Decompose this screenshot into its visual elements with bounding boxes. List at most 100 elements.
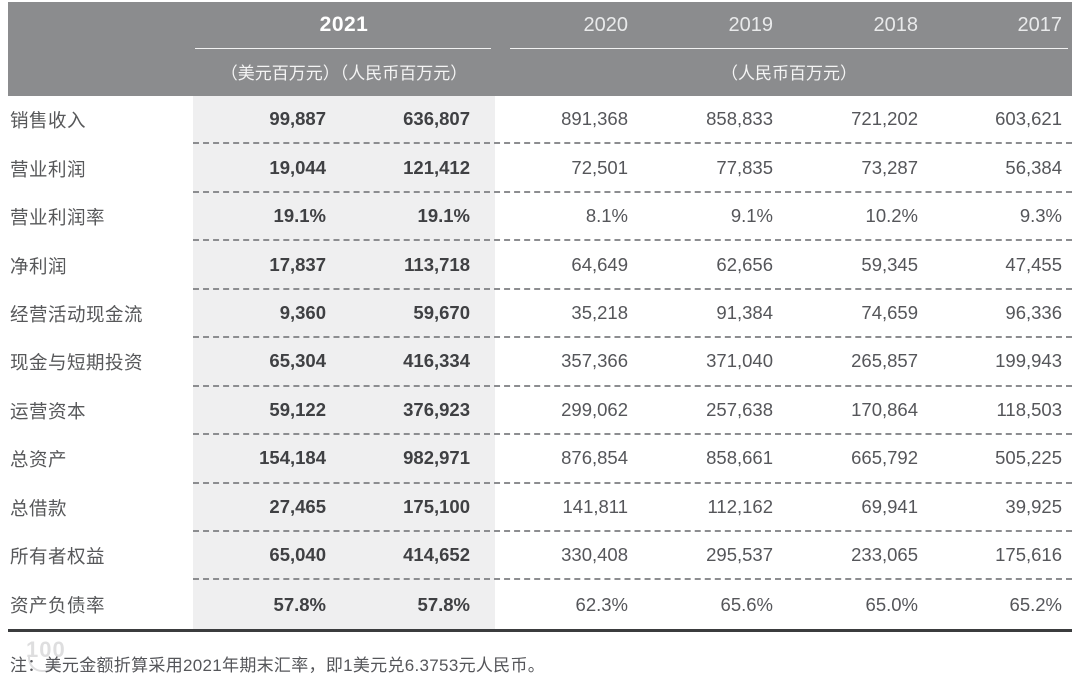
- value-2019: 77,835: [716, 156, 773, 178]
- table-row: 营业利润率 19.1% 19.1% 8.1% 9.1% 10.2% 9.3%: [8, 193, 1072, 242]
- value-2021-rmb: 982,971: [403, 447, 470, 469]
- value-2018: 170,864: [851, 398, 918, 420]
- value-2021-usd: 65,304: [269, 350, 326, 372]
- value-2020: 62.3%: [575, 593, 628, 615]
- units-label-rmb: （人民币百万元）: [721, 64, 857, 83]
- value-2017: 65.2%: [1009, 593, 1062, 615]
- value-2019: 371,040: [706, 350, 773, 372]
- header-rule-2021: [195, 48, 491, 49]
- row-values: 65,040 414,652 330,408 295,537 233,065 1…: [193, 532, 1072, 581]
- row-label: 总资产: [10, 449, 68, 471]
- value-2018: 233,065: [851, 544, 918, 566]
- value-2020: 141,811: [562, 495, 629, 517]
- value-2019: 91,384: [716, 301, 773, 323]
- column-header-2017: 2017: [1017, 14, 1063, 36]
- value-2021-usd: 154,184: [259, 447, 326, 469]
- value-2019: 9.1%: [730, 205, 773, 227]
- value-2021-usd: 17,837: [269, 253, 326, 275]
- row-values: 57.8% 57.8% 62.3% 65.6% 65.0% 65.2%: [193, 580, 1072, 628]
- value-2021-usd: 19.1%: [273, 205, 326, 227]
- value-2020: 8.1%: [585, 205, 628, 227]
- value-2020: 891,368: [561, 108, 628, 130]
- value-2021-rmb: 175,100: [403, 495, 470, 517]
- table-row: 所有者权益 65,040 414,652 330,408 295,537 233…: [8, 532, 1072, 581]
- value-2020: 330,408: [561, 544, 628, 566]
- value-2019: 257,638: [706, 398, 773, 420]
- row-label: 净利润: [10, 255, 68, 277]
- value-2018: 69,941: [861, 495, 918, 517]
- row-values: 27,465 175,100 141,811 112,162 69,941 39…: [193, 484, 1072, 532]
- value-2017: 118,503: [996, 398, 1063, 420]
- value-2017: 175,616: [995, 544, 1062, 566]
- value-2021-rmb: 636,807: [403, 108, 470, 130]
- row-label: 营业利润率: [10, 207, 106, 229]
- value-2019: 112,162: [707, 495, 774, 517]
- table-row: 资产负债率 57.8% 57.8% 62.3% 65.6% 65.0% 65.2…: [8, 580, 1072, 628]
- value-2018: 721,202: [851, 108, 918, 130]
- value-2020: 35,218: [571, 301, 628, 323]
- table-body: 销售收入 99,887 636,807 891,368 858,833 721,…: [8, 96, 1072, 632]
- table-row: 总借款 27,465 175,100 141,811 112,162 69,94…: [8, 484, 1072, 532]
- value-2018: 265,857: [851, 350, 918, 372]
- row-label: 总借款: [10, 497, 68, 519]
- value-2021-rmb: 19.1%: [417, 205, 470, 227]
- value-2019: 62,656: [716, 253, 773, 275]
- row-label: 现金与短期投资: [10, 352, 144, 374]
- column-header-2020: 2020: [583, 14, 629, 36]
- value-2017: 39,925: [1005, 495, 1062, 517]
- row-values: 19.1% 19.1% 8.1% 9.1% 10.2% 9.3%: [193, 193, 1072, 242]
- value-2017: 199,943: [995, 350, 1062, 372]
- table-row: 现金与短期投资 65,304 416,334 357,366 371,040 2…: [8, 338, 1072, 387]
- value-2018: 73,287: [861, 156, 918, 178]
- table-row: 销售收入 99,887 636,807 891,368 858,833 721,…: [8, 96, 1072, 145]
- highlight-2021-column: [193, 96, 495, 629]
- row-values: 65,304 416,334 357,366 371,040 265,857 1…: [193, 338, 1072, 387]
- year-columns-header: 2020 2019 2018 2017: [495, 14, 1072, 37]
- table-row: 总资产 154,184 982,971 876,854 858,661 665,…: [8, 435, 1072, 484]
- value-2017: 96,336: [1005, 301, 1062, 323]
- value-2021-rmb: 59,670: [413, 301, 470, 323]
- value-2020: 357,366: [561, 350, 628, 372]
- value-2019: 295,537: [706, 544, 773, 566]
- value-2018: 10.2%: [865, 205, 918, 227]
- value-2020: 72,501: [571, 156, 628, 178]
- footnote: 注：美元金额折算采用2021年期末汇率，即1美元兑6.3753元人民币。: [10, 656, 546, 675]
- value-2017: 603,621: [995, 108, 1062, 130]
- table-row: 营业利润 19,044 121,412 72,501 77,835 73,287…: [8, 144, 1072, 193]
- value-2019: 65.6%: [720, 593, 773, 615]
- row-label: 经营活动现金流: [10, 303, 144, 325]
- value-2020: 876,854: [561, 447, 628, 469]
- column-header-2019: 2019: [728, 14, 774, 36]
- table-row: 净利润 17,837 113,718 64,649 62,656 59,345 …: [8, 241, 1072, 290]
- row-label: 运营资本: [10, 400, 87, 422]
- value-2021-rmb: 416,334: [403, 350, 470, 372]
- value-2021-rmb: 113,718: [404, 253, 470, 275]
- value-2018: 74,659: [861, 301, 918, 323]
- value-2019: 858,661: [706, 447, 773, 469]
- value-2017: 56,384: [1005, 156, 1062, 178]
- value-2017: 9.3%: [1019, 205, 1062, 227]
- value-2021-usd: 59,122: [269, 398, 326, 420]
- value-2018: 65.0%: [865, 593, 918, 615]
- value-2021-rmb: 57.8%: [417, 593, 470, 615]
- row-values: 59,122 376,923 299,062 257,638 170,864 1…: [193, 387, 1072, 436]
- value-2021-usd: 99,887: [269, 108, 326, 130]
- value-2019: 858,833: [706, 108, 773, 130]
- row-values: 9,360 59,670 35,218 91,384 74,659 96,336: [193, 290, 1072, 339]
- value-2021-usd: 57.8%: [273, 593, 326, 615]
- row-label: 营业利润: [10, 158, 87, 180]
- value-2020: 299,062: [561, 398, 628, 420]
- table-header-band: 2021 （美元百万元）（人民币百万元） 2020 2019 2018 2017…: [8, 2, 1072, 96]
- row-label: 资产负债率: [10, 594, 106, 616]
- five-year-financials-table: 2021 （美元百万元）（人民币百万元） 2020 2019 2018 2017…: [8, 2, 1072, 632]
- value-2021-usd: 27,465: [269, 495, 326, 517]
- row-values: 19,044 121,412 72,501 77,835 73,287 56,3…: [193, 144, 1072, 193]
- row-values: 99,887 636,807 891,368 858,833 721,202 6…: [193, 96, 1072, 145]
- row-values: 154,184 982,971 876,854 858,661 665,792 …: [193, 435, 1072, 484]
- column-header-2018: 2018: [873, 14, 919, 36]
- value-2021-rmb: 376,923: [403, 398, 470, 420]
- value-2017: 47,455: [1005, 253, 1062, 275]
- row-label: 销售收入: [10, 110, 87, 132]
- value-2021-rmb: 414,652: [403, 544, 470, 566]
